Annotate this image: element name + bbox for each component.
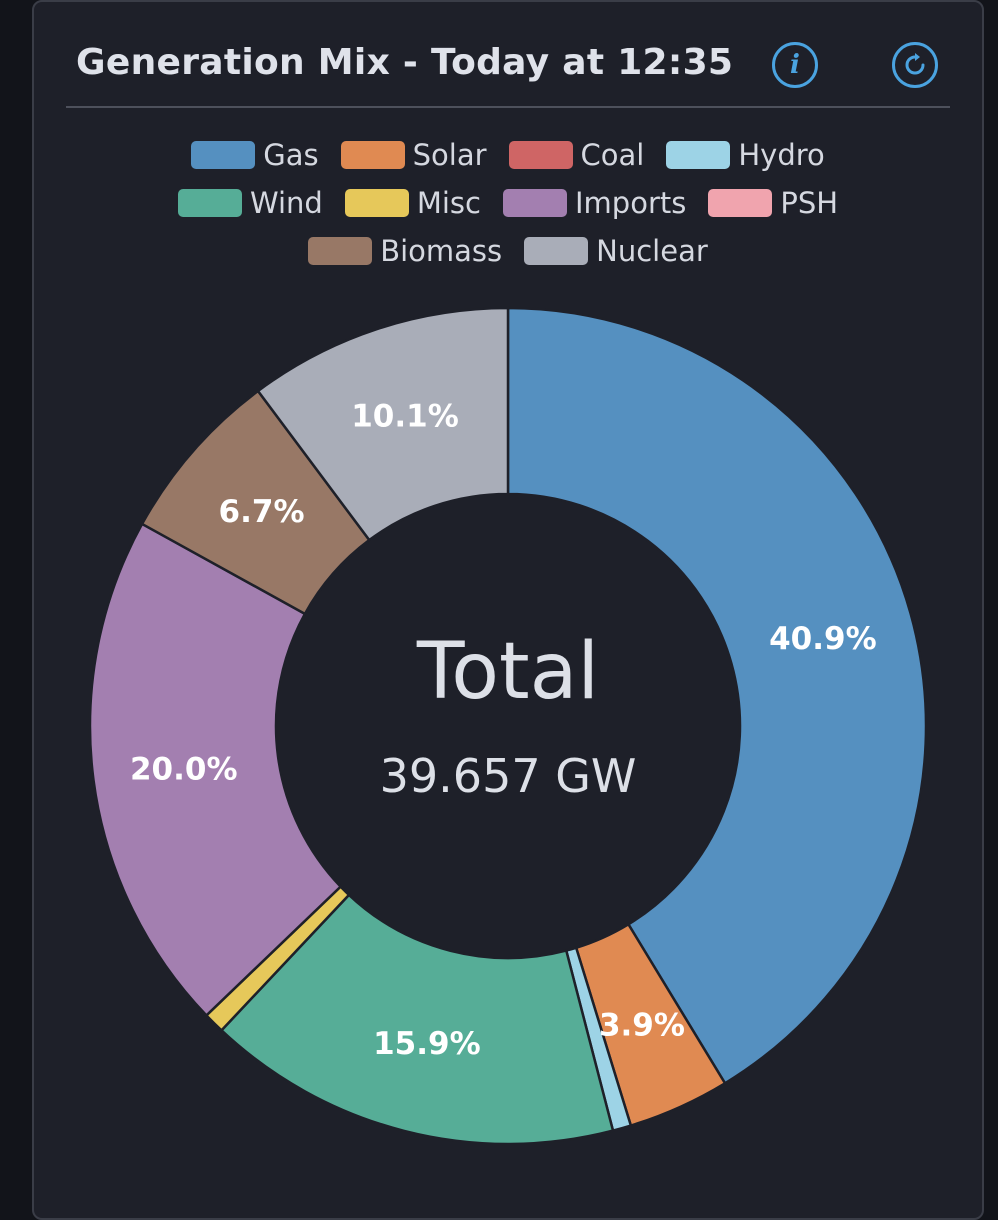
legend-label: Solar [412,138,487,172]
legend-row: Biomass Nuclear [66,234,950,268]
info-icon[interactable]: i [772,42,818,88]
legend-swatch [666,141,731,169]
legend-label: Wind [249,186,323,220]
card-header: Generation Mix - Today at 12:35 i [76,38,956,98]
slice-labels: 40.9% 3.9% 15.9% 20.0% 6.7% 10.1% [130,399,877,1062]
legend-swatch [308,237,373,265]
slice-gas[interactable] [506,306,928,1085]
card-title: Generation Mix - Today at 12:35 [76,42,734,83]
header-divider [66,106,950,108]
slice-label-solar: 3.9% [599,1007,685,1043]
legend-label: PSH [780,186,839,220]
legend-row: Wind Misc Imports PSH [66,186,950,220]
legend-swatch [191,141,256,169]
refresh-glyph [905,53,925,75]
legend-swatch [508,141,573,169]
donut-slices [88,306,928,1146]
legend-label: Hydro [738,138,825,172]
slice-label-imports: 20.0% [130,751,238,787]
slice-label-wind: 15.9% [373,1026,481,1062]
legend-item-imports[interactable]: Imports [502,186,687,220]
legend-swatch [177,189,242,217]
legend-item-psh[interactable]: PSH [708,186,838,220]
legend-label: Imports [574,186,687,220]
legend-swatch [502,189,567,217]
slice-imports[interactable] [88,522,343,1018]
legend-swatch [524,237,589,265]
refresh-icon[interactable] [892,42,938,88]
legend-swatch [708,189,773,217]
slice-wind[interactable] [219,893,615,1146]
legend-label: Gas [263,138,319,172]
legend-row: Gas Solar Coal Hydro [66,138,950,172]
legend-item-wind[interactable]: Wind [177,186,323,220]
slice-label-nuclear: 10.1% [351,399,459,435]
legend-item-coal[interactable]: Coal [508,138,645,172]
legend-label: Nuclear [596,234,708,268]
legend-swatch [344,189,409,217]
legend-item-solar[interactable]: Solar [340,138,487,172]
chart-legend: Gas Solar Coal Hydro Wind Misc Imports PSH Bio… [66,138,950,268]
legend-label: Coal [580,138,645,172]
legend-item-misc[interactable]: Misc [344,186,481,220]
legend-label: Biomass [380,234,503,268]
legend-swatch [340,141,405,169]
legend-label: Misc [416,186,481,220]
center-total-value: 39.657 GW [380,749,637,803]
slice-label-biomass: 6.7% [219,494,305,530]
slice-nuclear[interactable] [256,306,510,542]
legend-item-biomass[interactable]: Biomass [308,234,502,268]
legend-item-hydro[interactable]: Hydro [666,138,825,172]
slice-label-gas: 40.9% [769,621,877,657]
legend-item-nuclear[interactable]: Nuclear [524,234,708,268]
center-total-label: Total [416,627,599,717]
legend-item-gas[interactable]: Gas [191,138,319,172]
